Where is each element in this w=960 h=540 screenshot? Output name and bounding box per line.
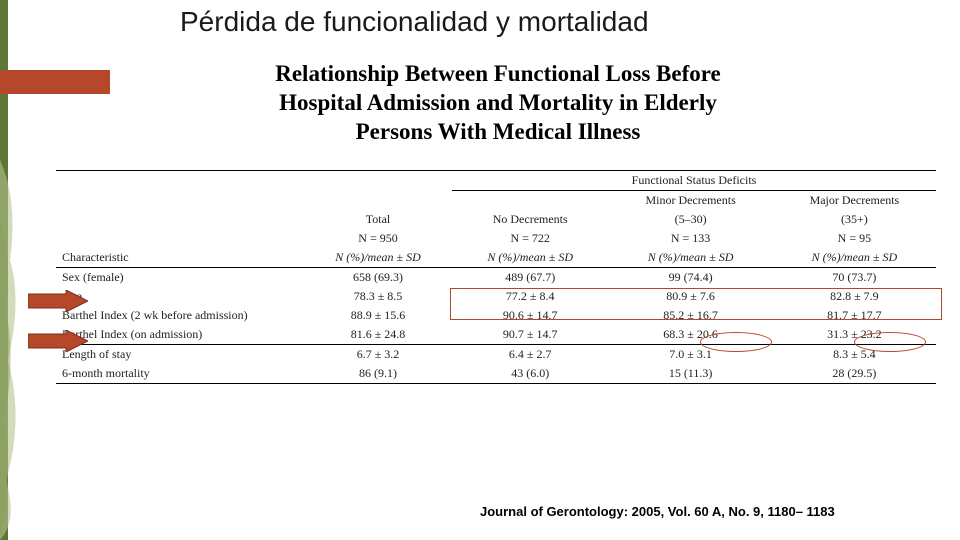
col2-stat: N (%)/mean ± SD	[452, 248, 608, 268]
table-row: Barthel Index (2 wk before admission)88.…	[56, 306, 936, 325]
arrow-icon	[28, 290, 88, 312]
arrow-icon	[28, 330, 88, 352]
citation: Journal of Gerontology: 2005, Vol. 60 A,…	[480, 504, 835, 519]
table-row: Length of stay6.7 ± 3.26.4 ± 2.77.0 ± 3.…	[56, 345, 936, 365]
col2-label: No Decrements	[452, 210, 608, 229]
paper-title-line1: Relationship Between Functional Loss Bef…	[275, 61, 721, 86]
col4-sub: Major Decrements	[773, 191, 936, 211]
col3-n: N = 133	[608, 229, 772, 248]
col4-stat: N (%)/mean ± SD	[773, 248, 936, 268]
col3-range: (5–30)	[608, 210, 772, 229]
col1-label: Total	[304, 210, 452, 229]
paper-title-line3: Persons With Medical Illness	[356, 119, 641, 144]
data-table: Functional Status Deficits Minor Decreme…	[56, 170, 936, 384]
group-header: Functional Status Deficits	[452, 171, 936, 191]
slide-title: Pérdida de funcionalidad y mortalidad	[180, 6, 649, 38]
paper-title: Relationship Between Functional Loss Bef…	[148, 60, 848, 146]
table-row: 6-month mortality86 (9.1)43 (6.0)15 (11.…	[56, 364, 936, 384]
title-underline	[0, 70, 110, 94]
col2-n: N = 722	[452, 229, 608, 248]
col3-stat: N (%)/mean ± SD	[608, 248, 772, 268]
paper-title-line2: Hospital Admission and Mortality in Elde…	[279, 90, 717, 115]
col1-stat: N (%)/mean ± SD	[304, 248, 452, 268]
table-row: Sex (female)658 (69.3)489 (67.7)99 (74.4…	[56, 268, 936, 288]
left-header: Characteristic	[56, 248, 304, 268]
col3-sub: Minor Decrements	[608, 191, 772, 211]
table-row: Barthel Index (on admission)81.6 ± 24.89…	[56, 325, 936, 345]
col4-n: N = 95	[773, 229, 936, 248]
col4-range: (35+)	[773, 210, 936, 229]
col1-n: N = 950	[304, 229, 452, 248]
table-row: Age78.3 ± 8.577.2 ± 8.480.9 ± 7.682.8 ± …	[56, 287, 936, 306]
